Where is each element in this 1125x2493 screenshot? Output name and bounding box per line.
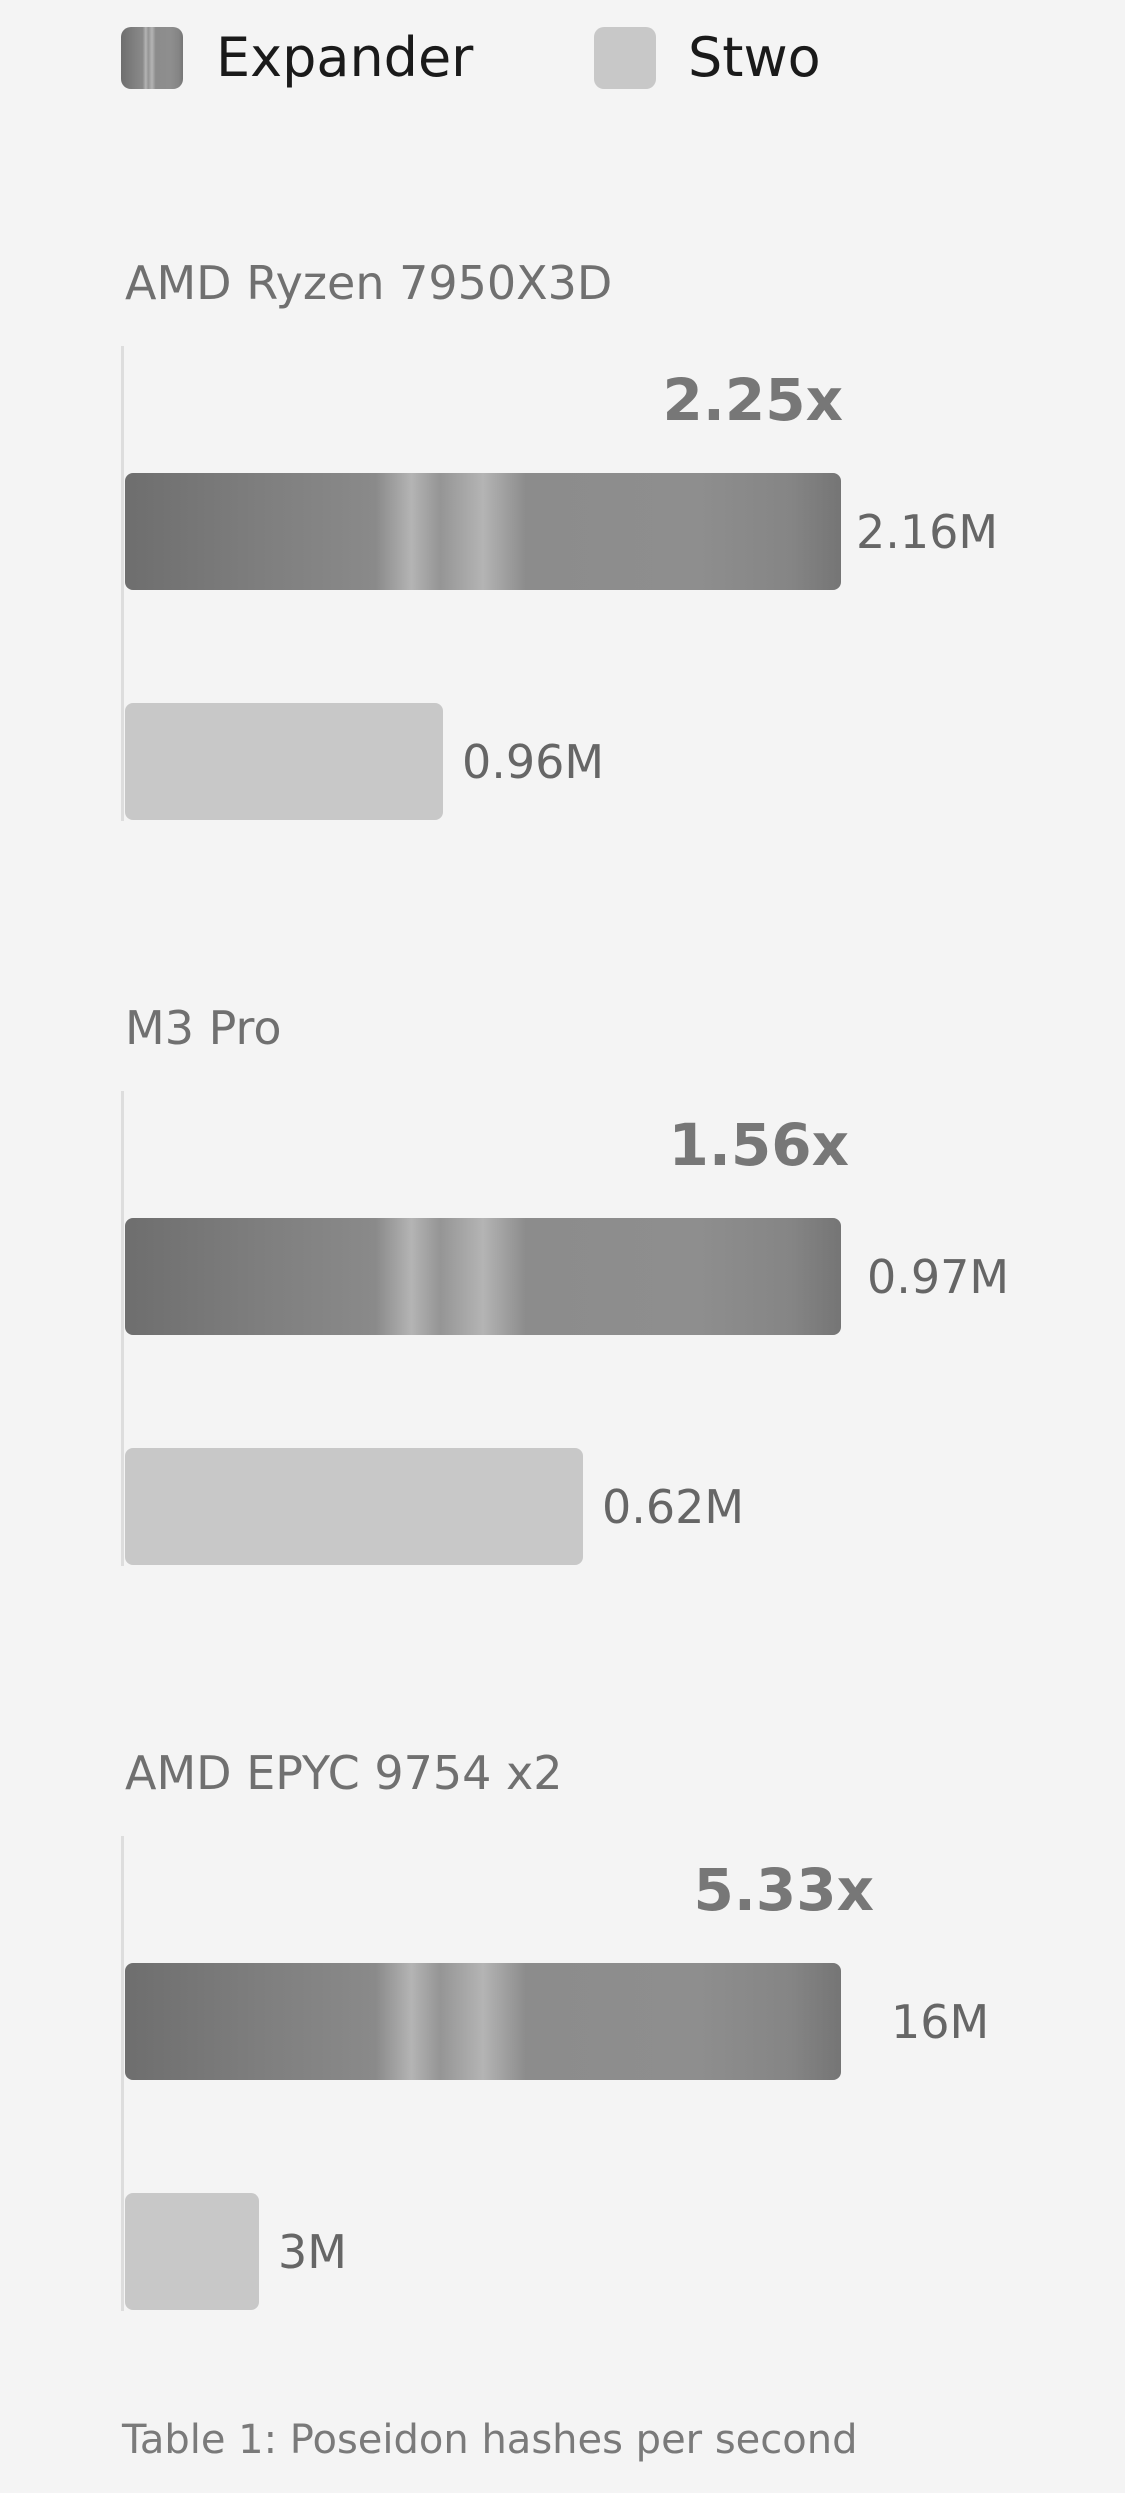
- group-title: AMD Ryzen 7950X3D: [125, 256, 613, 310]
- bar-expander: [125, 473, 841, 590]
- ratio-label: 1.56x: [668, 1111, 849, 1179]
- bar-expander: [125, 1218, 841, 1335]
- axis-line: [121, 1091, 124, 1566]
- group-title: M3 Pro: [125, 1001, 282, 1055]
- axis-line: [121, 346, 124, 821]
- bar-expander: [125, 1963, 841, 2080]
- value-label-stwo: 3M: [278, 2225, 347, 2279]
- value-label-expander: 16M: [891, 1995, 990, 2049]
- legend-label-expander: Expander: [216, 26, 474, 89]
- chart-caption: Table 1: Poseidon hashes per second: [122, 2417, 858, 2463]
- bar-stwo: [125, 1448, 583, 1565]
- value-label-expander: 2.16M: [856, 505, 999, 559]
- legend-label-stwo: Stwo: [688, 26, 821, 89]
- ratio-label: 5.33x: [693, 1856, 874, 1924]
- bar-stwo: [125, 703, 443, 820]
- ratio-label: 2.25x: [662, 366, 843, 434]
- legend-swatch-expander: [121, 27, 183, 89]
- bar-stwo: [125, 2193, 259, 2310]
- value-label-stwo: 0.62M: [602, 1480, 745, 1534]
- axis-line: [121, 1836, 124, 2311]
- value-label-expander: 0.97M: [867, 1250, 1010, 1304]
- value-label-stwo: 0.96M: [462, 735, 605, 789]
- group-title: AMD EPYC 9754 x2: [125, 1746, 563, 1800]
- legend-swatch-stwo: [594, 27, 656, 89]
